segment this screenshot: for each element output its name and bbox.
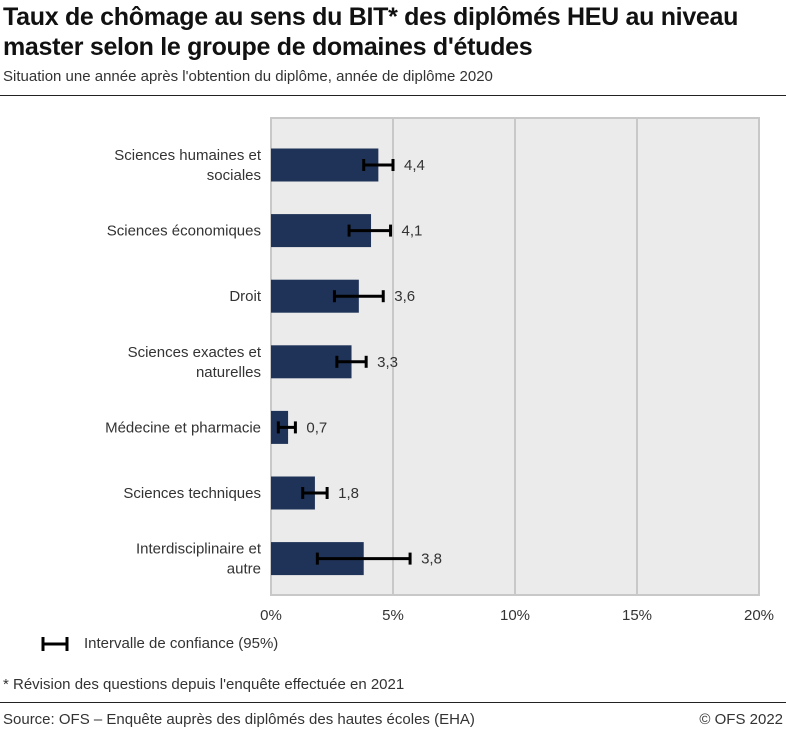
chart-title: Taux de chômage au sens du BIT* des dipl…	[3, 3, 739, 61]
value-label: 4,4	[404, 157, 425, 174]
category-label: Sciences économiques	[107, 223, 261, 240]
x-tick-label: 20%	[744, 607, 774, 624]
category-label: Sciences techniques	[123, 485, 261, 502]
value-label: 3,8	[421, 551, 442, 568]
value-label: 3,3	[377, 354, 398, 371]
x-tick-label: 15%	[622, 607, 652, 624]
footnote: * Révision des questions depuis l'enquêt…	[3, 676, 405, 693]
category-label: sociales	[207, 167, 261, 184]
category-label: autre	[227, 561, 261, 578]
category-label: Sciences humaines et	[114, 147, 262, 164]
legend: Intervalle de confiance (95%)	[40, 635, 278, 652]
bar	[271, 148, 379, 182]
category-label: Médecine et pharmacie	[105, 419, 261, 436]
category-label: Droit	[229, 288, 262, 305]
category-label: naturelles	[196, 364, 261, 381]
x-tick-label: 0%	[260, 607, 282, 624]
error-bar-legend-icon	[41, 636, 69, 651]
divider	[0, 702, 786, 703]
copyright: © OFS 2022	[699, 711, 783, 728]
chart-subtitle: Situation une année après l'obtention du…	[3, 68, 493, 85]
value-label: 1,8	[338, 485, 359, 502]
value-label: 0,7	[306, 419, 327, 436]
divider	[0, 95, 786, 96]
source: Source: OFS – Enquête auprès des diplômé…	[3, 711, 475, 728]
x-tick-label: 10%	[500, 607, 530, 624]
category-label: Sciences exactes et	[128, 344, 262, 361]
x-tick-label: 5%	[382, 607, 404, 624]
value-label: 4,1	[402, 223, 423, 240]
category-label: Interdisciplinaire et	[136, 541, 262, 558]
value-label: 3,6	[394, 288, 415, 305]
legend-label: Intervalle de confiance (95%)	[84, 635, 279, 652]
